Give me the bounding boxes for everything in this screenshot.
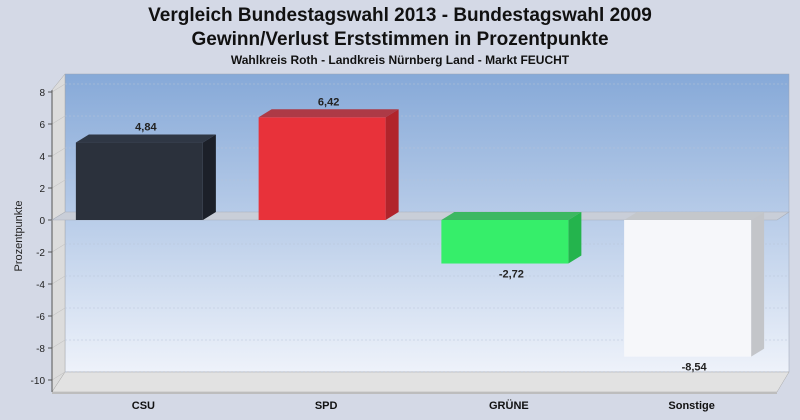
bar-side-sonstige (751, 212, 765, 357)
gridline-side (51, 371, 66, 381)
gridline-side (51, 83, 66, 93)
x-tick-label: GRÜNE (489, 399, 529, 412)
bar-csu (75, 142, 203, 220)
plot-floor-edge (52, 392, 777, 394)
y-tick-label: 2 (39, 184, 45, 195)
bar-top-sonstige (624, 212, 765, 220)
gridline-side (51, 275, 66, 285)
y-tick-label: -10 (31, 376, 46, 387)
bar-side-csu (202, 134, 216, 220)
x-tick-label: Sonstige (668, 400, 714, 412)
chart-caption: Wahlkreis Roth - Landkreis Nürnberg Land… (230, 53, 570, 67)
gridline-side (51, 307, 66, 317)
bar-top-grüne (441, 212, 582, 220)
y-tick-label: 0 (39, 216, 45, 227)
bar-side-spd (385, 109, 399, 220)
bar-top-spd (258, 109, 399, 118)
value-label: 4,84 (135, 122, 157, 134)
bar-top-csu (75, 134, 216, 143)
x-tick-label: SPD (315, 400, 338, 412)
gridline-side (51, 147, 66, 157)
value-label: -8,54 (682, 362, 708, 374)
gridline-side (51, 115, 66, 125)
y-tick-label: -4 (36, 280, 45, 291)
plot-floor (51, 371, 790, 393)
bar-spd (258, 117, 386, 220)
bar-side-grüne (568, 212, 582, 264)
y-tick-label: 4 (39, 152, 45, 163)
bar-grüne (441, 220, 569, 264)
value-label: -2,72 (499, 269, 524, 281)
y-tick-label: -2 (36, 248, 45, 259)
gridline-side (51, 179, 66, 189)
chart-subtitle: Gewinn/Verlust Erststimmen in Prozentpun… (191, 29, 609, 50)
y-tick-label: -6 (36, 312, 45, 323)
x-tick-label: CSU (132, 400, 155, 412)
chart-title: Vergleich Bundestagswahl 2013 - Bundesta… (148, 5, 652, 26)
y-tick-label: 8 (39, 88, 45, 99)
y-tick-label: 6 (39, 120, 45, 131)
title-block: Vergleich Bundestagswahl 2013 - Bundesta… (0, 4, 800, 68)
gridline-side (51, 243, 66, 253)
gridline-side (51, 339, 66, 349)
value-label: 6,42 (318, 96, 339, 108)
y-tick-label: -8 (36, 344, 45, 355)
bar-sonstige (624, 220, 752, 357)
y-axis-label: Prozentpunkte (13, 201, 25, 272)
